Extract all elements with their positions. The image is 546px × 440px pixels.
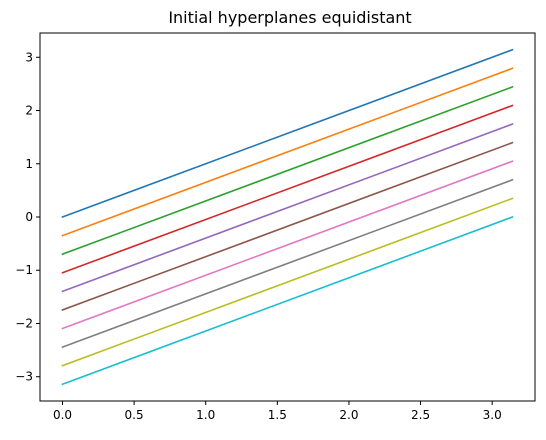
plot-frame: [39, 32, 536, 402]
axis-layer: 0.0 0.5 1.0 1.5 2.0 2.5 3.0 −3 −2 −1 0 1 2 3: [15, 50, 501, 422]
y-tick-label: −1: [15, 263, 33, 277]
chart-title: Initial hyperplanes equidistant: [168, 8, 411, 27]
y-tick-label: 0: [25, 210, 33, 224]
series-line-4: [61, 123, 514, 293]
series-line-2: [61, 85, 514, 256]
series-layer: [61, 48, 514, 386]
x-tick-label: 3.0: [483, 408, 502, 422]
x-tick-label: 2.0: [339, 408, 358, 422]
series-line-7: [61, 178, 514, 349]
x-tick-label: 2.5: [411, 408, 430, 422]
y-tick-label: 1: [25, 157, 33, 171]
series-line-5: [61, 141, 514, 311]
y-tick-label: −2: [15, 316, 33, 330]
x-tick-label: 1.0: [196, 408, 215, 422]
x-tick-label: 1.5: [268, 408, 287, 422]
series-line-0: [61, 48, 514, 219]
series-line-8: [61, 197, 514, 367]
series-line-3: [61, 104, 514, 274]
series-line-6: [61, 160, 514, 330]
x-tick-label: 0.5: [125, 408, 144, 422]
series-line-9: [61, 215, 514, 386]
series-line-1: [61, 67, 514, 237]
y-tick-label: −3: [15, 370, 33, 384]
y-tick-label: 3: [25, 50, 33, 64]
y-tick-label: 2: [25, 104, 33, 118]
x-tick-label: 0.0: [53, 408, 72, 422]
